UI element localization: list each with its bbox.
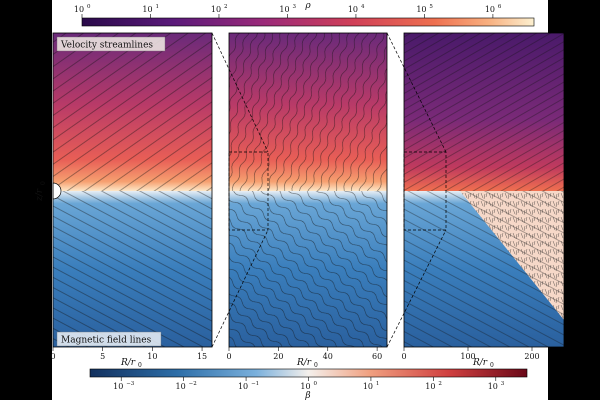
xtick-label: 200 (524, 352, 539, 361)
central-object-marker (52, 182, 62, 200)
xlabel-3-sub: 0 (490, 362, 494, 369)
beta-tick-exp: −1 (251, 381, 259, 387)
beta-tick-label: 10 (488, 382, 498, 391)
annotation-bottom: Magnetic field lines (56, 331, 162, 347)
beta-tick-exp: −3 (126, 381, 135, 387)
rho-tick-label: 10 (74, 5, 84, 14)
ylabel: z/r (35, 188, 45, 202)
xaxis-panel3: 0 100 200 (401, 347, 540, 361)
beta-tick-exp: 1 (376, 381, 380, 387)
left-black-border (0, 0, 52, 400)
xtick-label: 0 (226, 352, 231, 361)
xtick-label: 5 (100, 352, 105, 361)
beta-tick-label: 10 (363, 382, 373, 391)
colorbar-rho: 10 0 10 1 10 2 10 3 10 4 10 5 10 6 ρ (74, 1, 535, 27)
rho-tick-label: 10 (348, 5, 358, 14)
xlabel-1: R/r (120, 358, 136, 368)
colorbar-beta-label: β (304, 391, 310, 400)
xlabel-2-sub: 0 (314, 362, 318, 369)
colorbar-beta: 10 −3 10 −2 10 −1 10 0 10 1 10 2 10 3 β (89, 368, 528, 400)
xtick-label: 100 (460, 352, 475, 361)
rho-tick-label: 10 (211, 5, 221, 14)
colorbar-rho-label: ρ (304, 1, 311, 11)
xlabel-panel2: R/r 0 (296, 358, 318, 369)
xlabel-panel3: R/r 0 (472, 358, 494, 369)
xlabel-1-sub: 0 (138, 362, 142, 369)
rho-tick-exp: 6 (498, 4, 502, 10)
beta-tick-exp: −2 (189, 381, 197, 387)
xtick-label: 0 (50, 352, 55, 361)
beta-tick-exp: 2 (438, 381, 442, 387)
xlabel-3: R/r (472, 358, 488, 368)
rho-tick-exp: 1 (155, 4, 159, 10)
rho-tick-label: 10 (142, 5, 152, 14)
beta-tick-label: 10 (176, 382, 186, 391)
ylabel-group: z/r 0 (35, 181, 47, 202)
rho-tick-label: 10 (485, 5, 495, 14)
xaxis-panel2: 0 20 40 60 (226, 347, 382, 361)
xtick-label: 20 (273, 352, 283, 361)
xlabel-panel1: R/r 0 (120, 358, 142, 369)
rho-tick-label: 10 (279, 5, 289, 14)
rho-tick-exp: 2 (224, 4, 228, 10)
rho-tick-exp: 5 (429, 4, 433, 10)
rho-tick-exp: 0 (87, 4, 91, 10)
xlabel-2: R/r (296, 358, 312, 368)
magnetic-label: Magnetic field lines (61, 336, 152, 346)
panel-3 (403, 32, 565, 348)
xtick-label: 40 (323, 352, 333, 361)
beta-tick-label: 10 (113, 382, 123, 391)
velocity-label: Velocity streamlines (60, 41, 153, 51)
xaxis-panel1: 0 5 10 15 (50, 347, 207, 361)
ylabel-sub: 0 (40, 181, 47, 185)
zoom-connectors (211, 32, 447, 348)
rho-tick-exp: 4 (361, 4, 365, 10)
xtick-label: 60 (372, 352, 382, 361)
xtick-label: 15 (197, 352, 207, 361)
beta-tick-label: 10 (238, 382, 248, 391)
rho-tick-exp: 3 (292, 4, 296, 10)
annotation-top: Velocity streamlines (56, 36, 166, 52)
rho-tick-label: 10 (416, 5, 426, 14)
panel-1 (52, 32, 213, 348)
beta-tick-exp: 3 (501, 381, 505, 387)
panel-2 (228, 32, 388, 348)
xtick-label: 10 (147, 352, 157, 361)
xtick-label: 0 (401, 352, 406, 361)
beta-tick-label: 10 (300, 382, 310, 391)
beta-tick-exp: 0 (314, 381, 318, 387)
beta-tick-label: 10 (425, 382, 435, 391)
